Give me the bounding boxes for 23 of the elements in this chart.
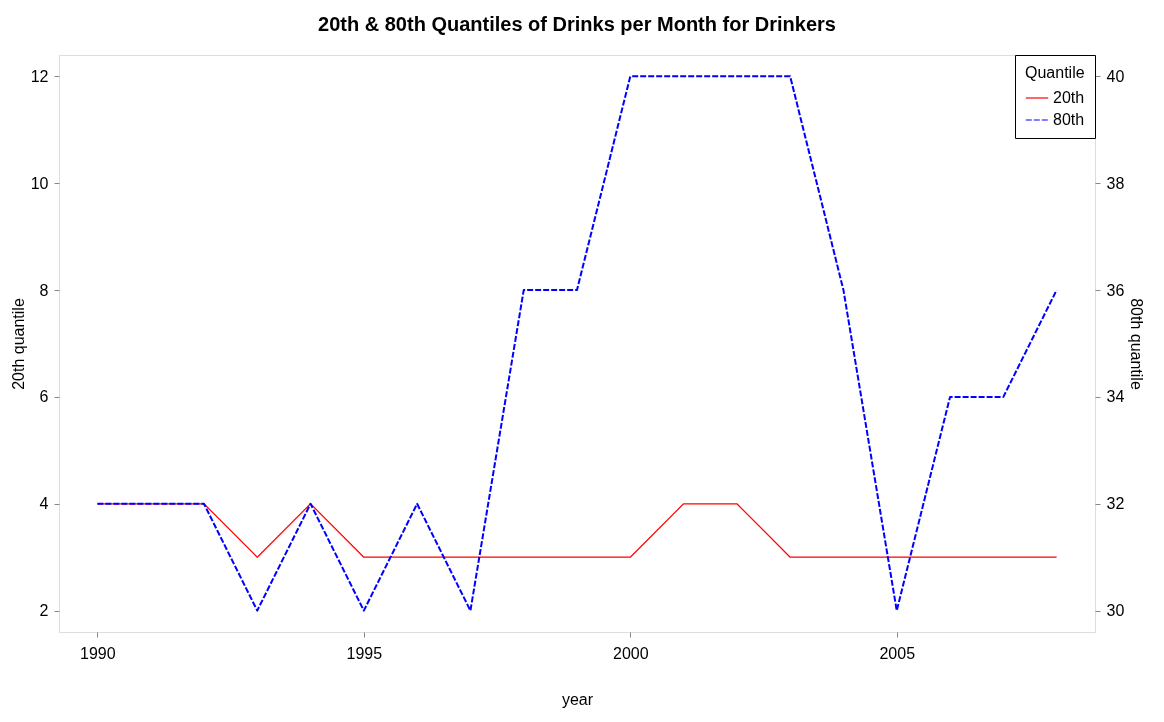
y2-tick-label: 34: [1106, 388, 1125, 406]
x-tick-label: 2005: [879, 644, 916, 662]
y-axis-title: 20th quantile: [9, 298, 27, 390]
y-tick-label: 2: [39, 602, 49, 620]
y-tick-label: 8: [39, 281, 49, 299]
x-tick-label: 2000: [613, 644, 649, 662]
y-tick-label: 6: [39, 388, 49, 406]
x-tick-label: 1995: [346, 644, 383, 662]
chart-title: 20th & 80th Quantiles of Drinks per Month for Drinkers: [318, 13, 836, 35]
y-tick-label: 4: [39, 495, 49, 513]
y2-tick-label: 36: [1106, 281, 1125, 299]
y2-tick-label: 40: [1106, 67, 1125, 85]
y2-tick-label: 38: [1106, 174, 1125, 192]
legend-label: 20th: [1053, 89, 1085, 106]
y2-tick-label: 32: [1106, 495, 1125, 513]
x-tick-label: 1990: [80, 644, 116, 662]
y-tick-label: 12: [30, 67, 49, 85]
y2-axis-title: 80th quantile: [1128, 298, 1146, 390]
y-tick-label: 10: [30, 174, 49, 192]
x-axis-title: year: [561, 690, 594, 708]
legend-title: Quantile: [1025, 64, 1085, 81]
legend-label: 80th: [1053, 111, 1085, 128]
y2-tick-label: 30: [1106, 602, 1125, 620]
